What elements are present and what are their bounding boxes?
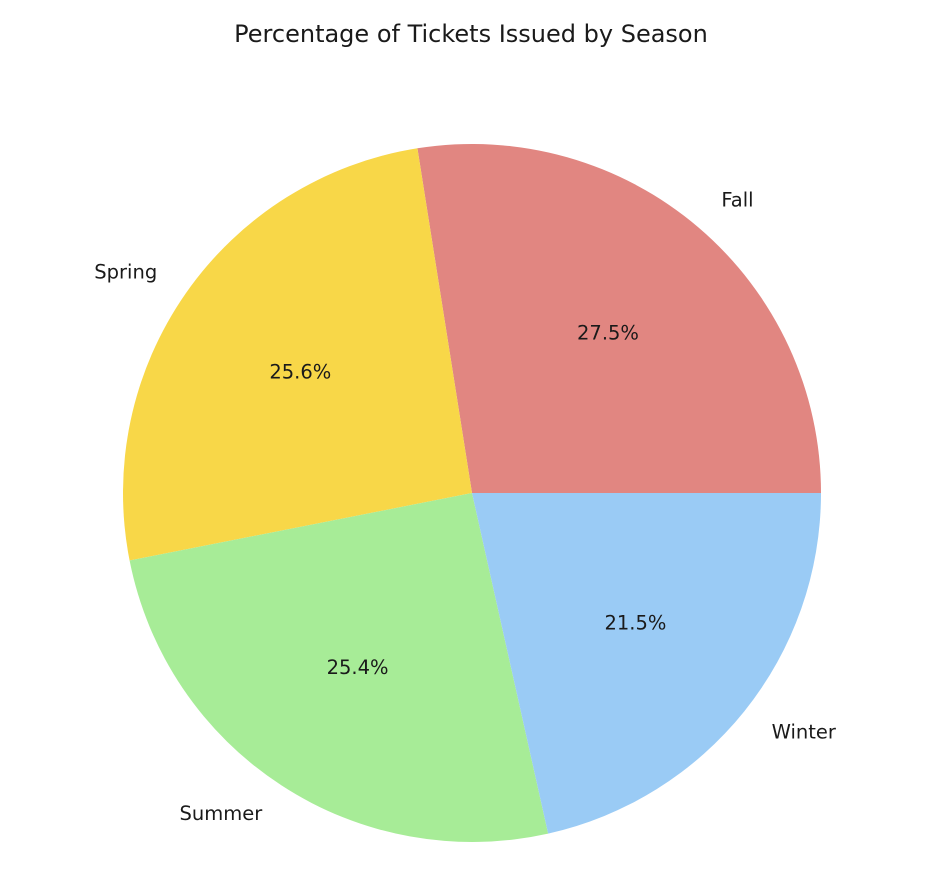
slice-label-spring: Spring [94, 261, 157, 284]
slice-label-fall: Fall [721, 189, 753, 212]
pie-slice-summer [129, 493, 549, 843]
pie-slice-spring [122, 148, 472, 561]
percentage-label-winter: 21.5% [604, 611, 666, 634]
chart-title: Percentage of Tickets Issued by Season [234, 20, 708, 48]
percentage-label-spring: 25.6% [269, 361, 331, 384]
pie-slice-fall [417, 144, 821, 493]
percentage-label-summer: 25.4% [327, 656, 389, 679]
pie-labels: Fall 27.5% Spring 25.6% Summer 25.4% Winter 21.… [94, 189, 837, 825]
slice-label-winter: Winter [772, 721, 837, 744]
pie-slice-winter [472, 493, 821, 834]
percentage-label-fall: 27.5% [577, 321, 639, 344]
slice-label-summer: Summer [179, 802, 263, 825]
pie-slices [122, 144, 821, 843]
